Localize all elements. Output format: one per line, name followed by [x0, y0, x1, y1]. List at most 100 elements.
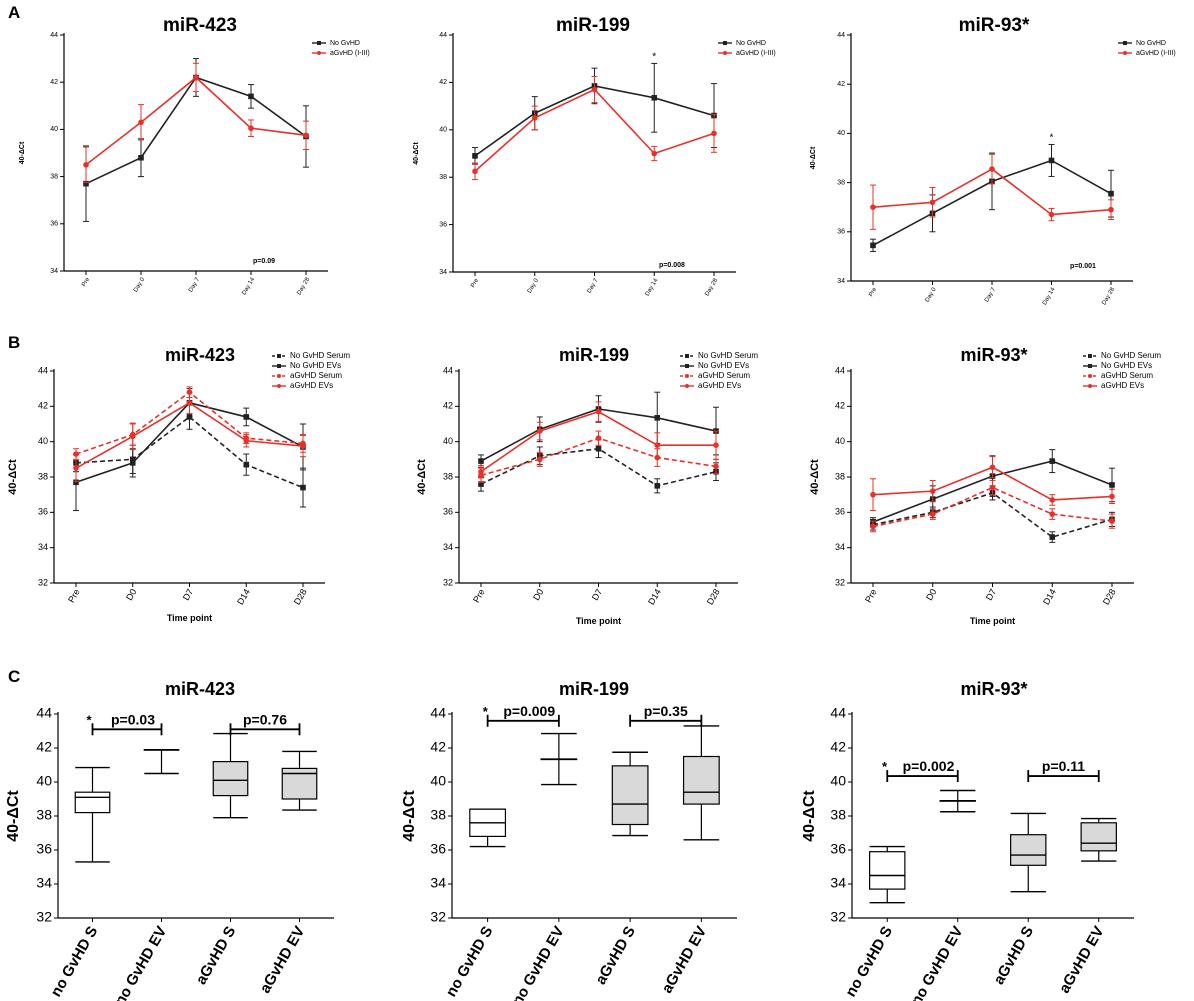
legend: No GvHD aGvHD (I-III) [718, 40, 776, 57]
y-axis-label: 40-ΔCt [810, 146, 817, 169]
data-point [711, 130, 717, 137]
y-axis-label: 40-ΔCt [809, 459, 821, 495]
y-tick-label: 42 [36, 739, 52, 755]
significance-bracket: p=0.76 [229, 711, 301, 736]
legend-entry: aGvHD EVs [1101, 381, 1144, 390]
legend-marker [1088, 354, 1092, 358]
y-tick-label: 38 [830, 807, 846, 823]
box-body [1080, 822, 1117, 852]
data-point [595, 445, 602, 452]
y-tick-label: 34 [837, 278, 845, 285]
y-tick-label: 44 [830, 705, 846, 721]
chart-title: miR-93* [959, 15, 1030, 36]
x-tick-label: Day 28 [1101, 286, 1116, 306]
y-tick-label: 34 [50, 268, 58, 275]
data-point [248, 93, 254, 100]
x-tick-label: no GvHD S [443, 923, 497, 999]
box-body [212, 760, 249, 797]
legend-entry: No GvHD Serum [290, 351, 350, 360]
chart-a-2: miR-199 34 36 38 40 42 44 40-ΔCt Pre Day 0 Day 7 Da… [413, 15, 776, 297]
data-point [536, 456, 543, 463]
data-point [478, 481, 484, 487]
legend-marker [685, 364, 689, 368]
y-tick-label: 32 [830, 909, 846, 925]
y-tick-label: 42 [835, 401, 845, 411]
legend-marker [723, 41, 727, 45]
data-point [243, 414, 250, 420]
x-tick-label: D0 [924, 587, 938, 602]
x-tick-label: Day 0 [527, 277, 540, 294]
box-4 [281, 750, 318, 811]
y-tick-label: 42 [830, 739, 846, 755]
x-tick-label: aGvHD S [193, 923, 240, 987]
data-point [129, 460, 136, 466]
x-tick-label: Day 7 [587, 277, 600, 294]
significance-star: * [1050, 132, 1054, 143]
p-value-annotation: p=0.09 [253, 258, 275, 265]
data-point [83, 162, 89, 168]
series-1 [73, 404, 306, 508]
legend-entry: aGvHD (I-III) [736, 50, 776, 57]
y-tick-label: 40 [837, 130, 845, 137]
significance-bracket: * p=0.002 [882, 758, 959, 783]
y-tick-label: 36 [443, 507, 453, 517]
x-axis-label: Time point [167, 613, 212, 623]
legend: No GvHD aGvHD (I-III) [312, 40, 370, 57]
x-axis-label: Time point [970, 616, 1015, 626]
data-point [138, 154, 144, 161]
chart-b-1: miR-423 32 34 36 38 40 42 44 40-ΔCt Pre D0 D7 D14 D28… [7, 345, 350, 623]
x-tick-label: Pre [471, 587, 487, 604]
series-3 [478, 430, 719, 483]
x-tick-label: Pre [470, 277, 480, 289]
y-tick-label: 34 [443, 542, 453, 552]
chart-b-3: miR-93* 32 34 36 38 40 42 44 40-ΔCt Pre D0 D7 D14 D28… [809, 345, 1161, 626]
legend-marker [317, 41, 321, 45]
y-axis-label: 40-ΔCt [401, 790, 418, 842]
series-2 [870, 153, 1114, 230]
y-tick-label: 34 [835, 542, 845, 552]
legend-marker [685, 374, 689, 378]
series-4 [73, 391, 306, 482]
legend-marker [1088, 364, 1092, 368]
data-point [1049, 511, 1056, 517]
significance-bracket: p=0.35 [629, 703, 703, 727]
x-tick-label: aGvHD S [592, 923, 639, 987]
x-tick-label: no GvHD EV [111, 923, 170, 1001]
y-tick-label: 38 [439, 174, 447, 181]
y-tick-label: 36 [830, 841, 846, 857]
box-1 [869, 845, 906, 904]
chart-a-3: miR-93* 34 36 38 40 42 44 40-ΔCt Pre Day 0 Day 7 Da… [810, 15, 1176, 306]
data-point [929, 199, 936, 206]
series-line [872, 486, 1113, 528]
data-point [989, 166, 995, 172]
data-point [929, 488, 936, 494]
chart-title: miR-93* [960, 679, 1027, 699]
y-tick-label: 40 [38, 436, 48, 446]
data-point [303, 132, 309, 139]
data-point [1048, 211, 1055, 218]
y-tick-label: 40 [443, 436, 453, 446]
data-point [870, 523, 876, 530]
x-tick-label: Pre [868, 286, 878, 298]
legend-marker [277, 364, 281, 368]
box-2 [540, 732, 578, 786]
y-tick-label: 44 [50, 32, 58, 39]
legend-entry: No GvHD EVs [698, 361, 749, 370]
x-tick-label: no GvHD EV [509, 923, 568, 1001]
x-tick-label: Day 7 [984, 286, 997, 303]
y-tick-label: 36 [50, 221, 58, 228]
y-tick-label: 38 [50, 173, 58, 180]
y-tick-label: 40 [439, 127, 447, 134]
data-point [713, 463, 719, 470]
x-tick-label: Day 14 [645, 277, 660, 297]
data-point [472, 168, 478, 175]
legend-entry: aGvHD (I-III) [1136, 50, 1176, 57]
x-tick-label: Pre [863, 587, 879, 604]
legend-entry: No GvHD [1136, 40, 1166, 47]
legend-marker [277, 384, 281, 388]
x-tick-label: D0 [531, 587, 545, 602]
y-tick-label: 42 [439, 79, 447, 86]
data-point [472, 153, 478, 159]
significance-bracket: * p=0.03 [86, 711, 163, 736]
chart-title: miR-199 [559, 679, 629, 699]
